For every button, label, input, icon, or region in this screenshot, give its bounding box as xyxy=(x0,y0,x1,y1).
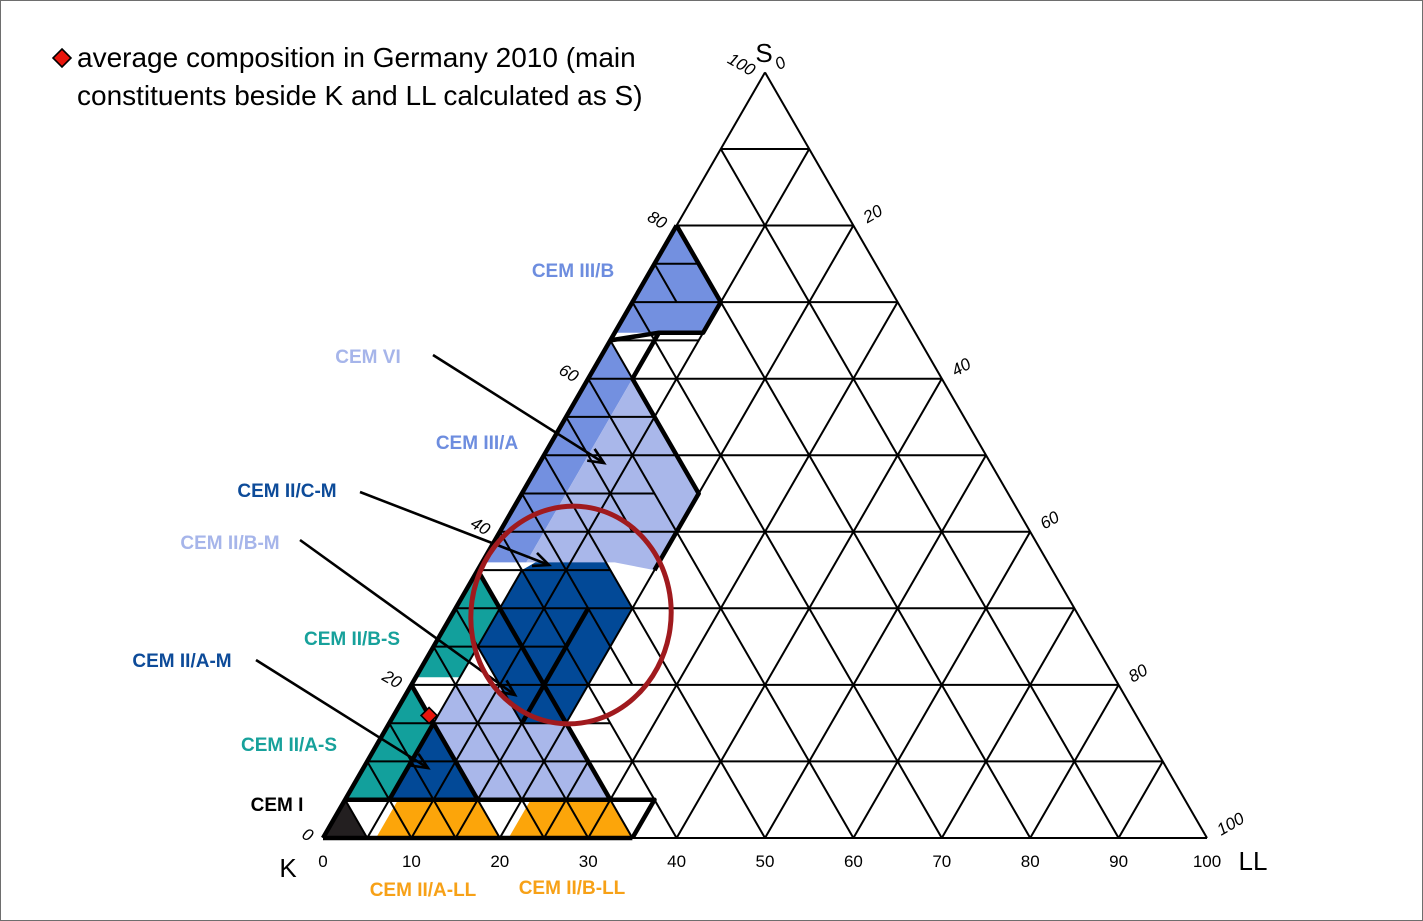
region-cem-iii-a xyxy=(482,340,633,563)
label-cem-iii-b: CEM III/B xyxy=(532,261,614,282)
grid-line xyxy=(940,607,1076,839)
arrow-line xyxy=(299,538,516,697)
label-cem-ii-b-s: CEM II/B-S xyxy=(304,629,400,650)
region-border xyxy=(321,224,679,840)
left-tick-label: 20 xyxy=(378,666,405,693)
right-tick-label: 40 xyxy=(948,354,974,380)
grid-line xyxy=(587,301,899,839)
grid-line xyxy=(764,454,987,839)
label-cem-vi: CEM VI xyxy=(335,347,400,368)
region-border xyxy=(630,331,701,572)
right-tick-label: 20 xyxy=(859,201,886,228)
grid-line xyxy=(1117,760,1164,839)
bottom-tick-label: 80 xyxy=(1021,852,1040,871)
bottom-tick-label: 40 xyxy=(667,852,686,871)
grid-line xyxy=(653,263,678,303)
grid-line xyxy=(521,493,634,686)
region-cem-i xyxy=(323,799,368,838)
bottom-tick-label: 90 xyxy=(1109,852,1128,871)
region-cem-ii-b-m xyxy=(433,684,611,800)
arrow-line xyxy=(255,658,429,770)
region-border xyxy=(345,797,657,840)
label-cem-ii-b-m: CEM II/B-M xyxy=(180,533,279,554)
arrow-line xyxy=(359,490,550,567)
label-cem-i: CEM I xyxy=(251,795,304,816)
legend-line-2: constituents beside K and LL calculated … xyxy=(77,80,643,111)
region-cem-vi xyxy=(526,378,699,571)
label-cem-ii-a-m: CEM II/A-M xyxy=(132,651,231,672)
vertex-label-k: K xyxy=(279,853,297,883)
region-border xyxy=(609,224,724,343)
bottom-axis-ticks: 0 10 20 30 40 50 60 70 80 90 100 xyxy=(318,852,1221,871)
grid-line xyxy=(587,378,855,839)
bottom-tick-label: 30 xyxy=(579,852,598,871)
bottom-tick-label: 50 xyxy=(756,852,775,871)
bottom-tick-label: 60 xyxy=(844,852,863,871)
bottom-tick-label: 20 xyxy=(490,852,509,871)
arrow-head xyxy=(411,753,431,770)
grid-line xyxy=(719,148,1120,839)
region-border xyxy=(519,607,591,725)
legend-marker-icon xyxy=(51,47,73,69)
left-tick-label: 100 xyxy=(724,49,759,80)
grid-line xyxy=(675,225,1032,839)
left-tick-label: 60 xyxy=(556,360,582,386)
right-tick-label: 0 xyxy=(772,52,790,73)
right-tick-label: 100 xyxy=(1214,809,1249,840)
label-cem-ii-a-s: CEM II/A-S xyxy=(241,735,337,756)
label-cem-ii-b-ll: CEM II/B-LL xyxy=(519,878,626,899)
triangular-grid xyxy=(322,71,1208,839)
grid-line xyxy=(388,722,457,839)
bottom-tick-label: 100 xyxy=(1193,852,1221,871)
bottom-tick-label: 10 xyxy=(402,852,421,871)
right-tick-label: 80 xyxy=(1125,660,1151,686)
bottom-tick-label: 0 xyxy=(318,852,327,871)
region-cem-iii-b xyxy=(614,225,721,333)
vertex-label-s: S xyxy=(755,38,772,68)
legend: average composition in Germany 2010 (mai… xyxy=(51,42,643,111)
grid-line xyxy=(631,301,943,839)
highlight-ring xyxy=(468,503,674,727)
arrow-head xyxy=(531,551,552,568)
arrow-head xyxy=(498,679,518,697)
grid-line xyxy=(432,646,545,839)
legend-line-1: average composition in Germany 2010 (mai… xyxy=(77,42,636,73)
right-tick-label: 60 xyxy=(1037,507,1063,533)
label-arrows xyxy=(255,353,607,770)
grid-line xyxy=(344,799,369,839)
arrow-head xyxy=(587,448,607,465)
label-cem-ii-c-m: CEM II/C-M xyxy=(237,481,336,502)
label-cem-ii-a-ll: CEM II/A-LL xyxy=(370,880,477,901)
left-tick-label: 80 xyxy=(644,207,670,233)
average-composition-marker xyxy=(419,706,439,725)
grid-line xyxy=(543,454,766,839)
grid-line xyxy=(498,531,678,839)
grid-line xyxy=(764,71,1208,839)
vertex-label-ll: LL xyxy=(1239,846,1268,876)
label-cem-iii-a: CEM III/A xyxy=(436,433,519,454)
bottom-tick-label: 70 xyxy=(932,852,951,871)
zone-labels: CEM III/B CEM VI CEM III/A CEM II/C-M CE… xyxy=(132,261,625,901)
arrow-line xyxy=(432,353,605,465)
left-tick-label: 0 xyxy=(299,824,317,845)
grid-line xyxy=(565,416,634,533)
